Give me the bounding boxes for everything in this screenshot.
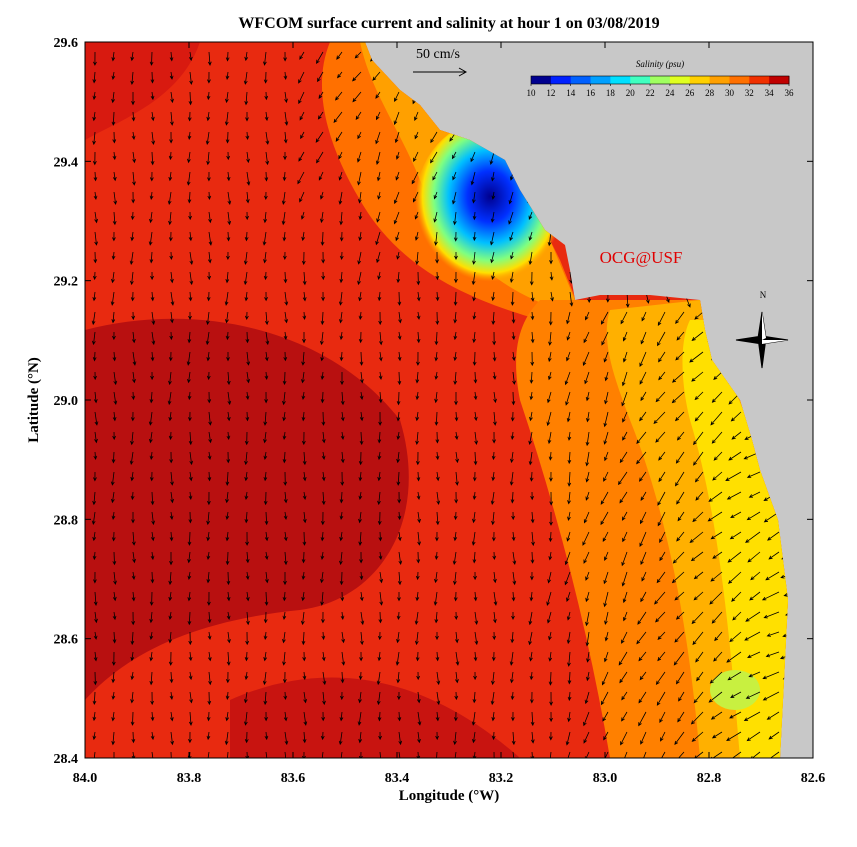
current-vectors bbox=[91, 51, 788, 758]
compass-highlight bbox=[762, 312, 788, 344]
colorbar-segment bbox=[669, 76, 691, 84]
colorbar-title: Salinity (psu) bbox=[636, 59, 684, 69]
colorbar: 10 12 14 16 18 20 22 24 26 28 30 32 34 36 bbox=[527, 75, 795, 98]
y-tick-label: 29.6 bbox=[54, 36, 79, 51]
y-tick-label: 28.6 bbox=[54, 633, 79, 648]
colorbar-segment bbox=[749, 76, 770, 84]
credit: OCG@USF bbox=[600, 248, 683, 267]
y-tick-label: 29.2 bbox=[54, 275, 79, 290]
colorbar-tick-label: 28 bbox=[705, 88, 715, 98]
colorbar-segment bbox=[650, 76, 671, 84]
colorbar-tick-label: 12 bbox=[546, 88, 555, 98]
colorbar-tick-label: 24 bbox=[665, 88, 675, 98]
x-tick-label: 82.8 bbox=[697, 771, 722, 786]
colorbar-segment bbox=[630, 76, 651, 84]
colorbar-frame bbox=[530, 75, 790, 85]
y-tick-label: 28.4 bbox=[54, 752, 79, 767]
colorbar-tick-label: 18 bbox=[606, 88, 616, 98]
x-tick-label: 83.6 bbox=[281, 771, 306, 786]
colorbar-segment bbox=[689, 76, 711, 84]
colorbar-segment bbox=[709, 76, 730, 84]
scale-arrow-head bbox=[458, 67, 468, 77]
colorbar-tick-label: 22 bbox=[646, 88, 655, 98]
scale-label: 50 cm/s bbox=[416, 47, 460, 62]
x-tick-label: 83.2 bbox=[489, 771, 514, 786]
compass-label: N bbox=[760, 290, 767, 300]
colorbar-segment bbox=[550, 76, 572, 84]
colorbar-tick-label: 16 bbox=[586, 88, 596, 98]
x-tick-label: 83.8 bbox=[177, 771, 202, 786]
map-title: WFCOM surface current and salinity at ho… bbox=[238, 15, 659, 32]
y-tick-label: 29.4 bbox=[54, 155, 79, 170]
colorbar-segment bbox=[610, 76, 631, 84]
colorbar-segment bbox=[590, 76, 611, 84]
x-tick-label: 82.6 bbox=[801, 771, 826, 786]
colorbar-segment bbox=[531, 76, 552, 84]
colorbar-tick-label: 20 bbox=[626, 88, 636, 98]
axes: 84.0 83.8 83.6 83.4 83.2 83.0 82.8 82.6 28.4 28.6… bbox=[54, 36, 826, 786]
colorbar-segment bbox=[729, 76, 750, 84]
colorbar-tick-label: 32 bbox=[745, 88, 754, 98]
x-tick-label: 83.4 bbox=[385, 771, 410, 786]
x-tick-label: 83.0 bbox=[593, 771, 618, 786]
colorbar-tick-label: 10 bbox=[527, 88, 537, 98]
colorbar-tick-label: 26 bbox=[685, 88, 695, 98]
y-axis-label: Latitude (°N) bbox=[26, 357, 42, 443]
y-tick-label: 29.0 bbox=[54, 394, 79, 409]
colorbar-tick-label: 34 bbox=[765, 88, 775, 98]
x-axis-label: Longitude (°W) bbox=[399, 788, 500, 804]
colorbar-tick-label: 30 bbox=[725, 88, 735, 98]
x-tick-label: 84.0 bbox=[73, 771, 98, 786]
colorbar-tick-label: 36 bbox=[785, 88, 795, 98]
colorbar-tick-label: 14 bbox=[566, 88, 576, 98]
colorbar-segment bbox=[570, 76, 592, 84]
y-tick-label: 28.8 bbox=[54, 513, 79, 528]
colorbar-segment bbox=[769, 76, 790, 84]
